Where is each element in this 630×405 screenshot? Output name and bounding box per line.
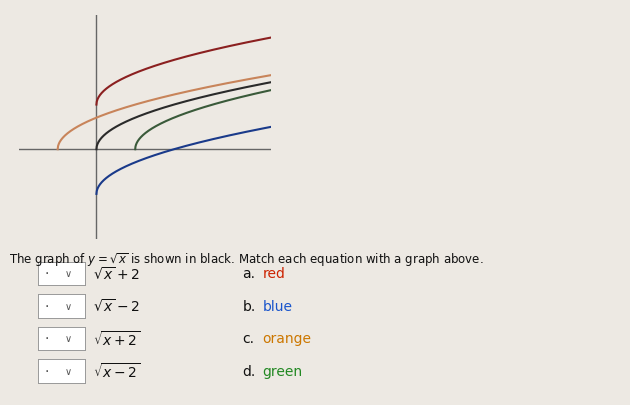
Text: ·: · <box>44 364 49 378</box>
Text: ∨: ∨ <box>65 301 72 311</box>
Text: ∨: ∨ <box>65 334 72 343</box>
Text: a.: a. <box>243 267 256 281</box>
Text: ∨: ∨ <box>65 269 72 279</box>
Text: blue: blue <box>263 299 293 313</box>
Text: d.: d. <box>243 364 256 378</box>
Text: ·: · <box>44 332 49 345</box>
Text: ∨: ∨ <box>65 366 72 376</box>
Text: b.: b. <box>243 299 256 313</box>
Text: ·: · <box>44 267 49 281</box>
Text: $\sqrt{x-2}$: $\sqrt{x-2}$ <box>93 362 140 380</box>
Text: red: red <box>263 267 285 281</box>
Text: The graph of $y = \sqrt{x}$ is shown in black. Match each equation with a graph : The graph of $y = \sqrt{x}$ is shown in … <box>9 251 484 269</box>
Text: ·: · <box>44 299 49 313</box>
Text: $\sqrt{x}-2$: $\sqrt{x}-2$ <box>93 298 139 315</box>
Text: orange: orange <box>263 332 312 345</box>
Text: green: green <box>263 364 303 378</box>
Text: $\sqrt{x}+2$: $\sqrt{x}+2$ <box>93 265 139 282</box>
Text: $\sqrt{x+2}$: $\sqrt{x+2}$ <box>93 329 140 348</box>
Text: c.: c. <box>243 332 255 345</box>
